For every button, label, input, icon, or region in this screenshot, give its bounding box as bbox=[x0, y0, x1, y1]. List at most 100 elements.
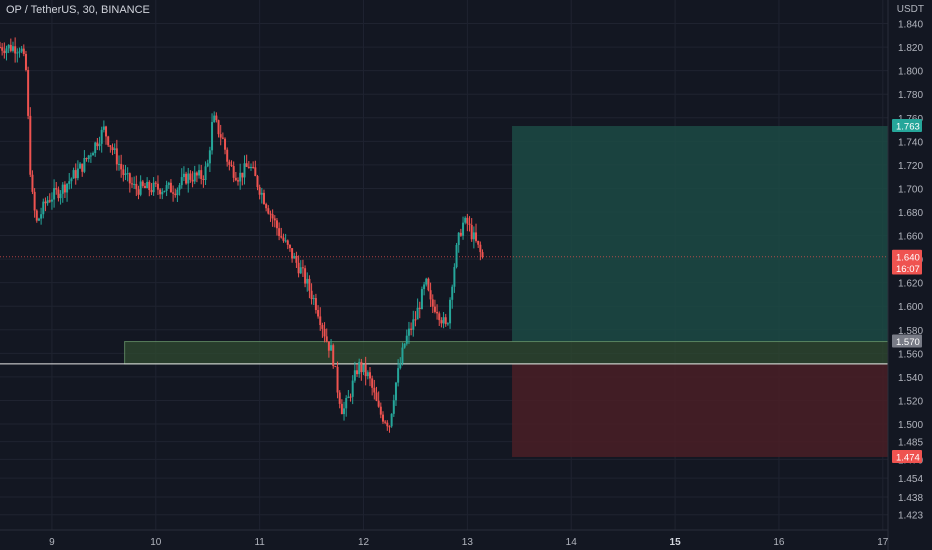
candle-body bbox=[193, 172, 196, 182]
candle-body bbox=[187, 173, 190, 184]
candle-body bbox=[390, 413, 393, 427]
candle-body bbox=[442, 317, 445, 324]
candle-body bbox=[92, 153, 95, 156]
candle-body bbox=[388, 426, 391, 428]
candle-body bbox=[228, 161, 231, 165]
candle-body bbox=[403, 343, 406, 348]
candle-body bbox=[16, 52, 19, 54]
candle-body bbox=[319, 316, 322, 326]
price-badge bbox=[892, 261, 922, 275]
candle-body bbox=[392, 400, 395, 414]
candle-body bbox=[254, 167, 257, 177]
candle-body bbox=[14, 46, 17, 54]
y-tick-label: 1.840 bbox=[898, 20, 923, 31]
candle-body bbox=[42, 201, 45, 215]
candle-body bbox=[438, 313, 441, 321]
currency-label: USDT bbox=[896, 4, 924, 15]
x-tick-label: 16 bbox=[773, 537, 785, 548]
x-tick-label: 9 bbox=[49, 537, 55, 548]
candle-body bbox=[405, 335, 408, 344]
candle-body bbox=[20, 48, 23, 52]
candle-body bbox=[267, 208, 270, 214]
candle-body bbox=[252, 166, 255, 168]
candle-body bbox=[291, 248, 294, 259]
candle-body bbox=[410, 328, 413, 330]
candle-body bbox=[53, 188, 56, 200]
candle-body bbox=[72, 170, 75, 179]
candle-body bbox=[46, 200, 49, 204]
candle-body bbox=[247, 166, 250, 169]
candle-body bbox=[429, 290, 432, 300]
price-badge-label: 1.570 bbox=[896, 337, 920, 348]
candle-body bbox=[211, 122, 214, 151]
candle-body bbox=[260, 192, 263, 195]
symbol-title: OP / TetherUS, 30, BINANCE bbox=[6, 4, 150, 16]
candle-body bbox=[94, 142, 97, 154]
target-zone bbox=[512, 126, 888, 342]
candle-body bbox=[100, 129, 103, 144]
candle-body bbox=[464, 217, 467, 223]
candle-body bbox=[122, 169, 125, 175]
candle-body bbox=[332, 345, 335, 367]
y-tick-label: 1.438 bbox=[898, 493, 923, 504]
candle-body bbox=[224, 138, 227, 150]
y-tick-label: 1.580 bbox=[898, 326, 923, 337]
support-zone bbox=[124, 341, 889, 365]
candle-body bbox=[111, 147, 114, 151]
candle-body bbox=[373, 387, 376, 393]
candle-body bbox=[420, 289, 423, 309]
candle-body bbox=[141, 181, 144, 186]
y-tick-label: 1.800 bbox=[898, 67, 923, 78]
candle-body bbox=[7, 44, 10, 49]
candle-body bbox=[295, 255, 298, 263]
x-tick-label: 12 bbox=[358, 537, 370, 548]
candle-body bbox=[455, 244, 458, 268]
stop-zone bbox=[512, 363, 888, 457]
candle-body bbox=[243, 163, 246, 178]
candle-body bbox=[301, 267, 304, 269]
candle-body bbox=[449, 299, 452, 324]
candle-body bbox=[273, 218, 276, 221]
candle-body bbox=[375, 392, 378, 401]
candle-body bbox=[230, 164, 233, 167]
candle-body bbox=[83, 158, 86, 172]
candle-body bbox=[262, 192, 265, 205]
candle-body bbox=[436, 311, 439, 314]
candle-body bbox=[217, 120, 220, 135]
candle-body bbox=[275, 220, 278, 229]
candle-body bbox=[174, 193, 177, 196]
y-tick-label: 1.485 bbox=[898, 438, 923, 449]
candle-body bbox=[232, 166, 235, 178]
x-tick-label: 15 bbox=[670, 537, 682, 548]
x-tick-label: 11 bbox=[254, 537, 265, 548]
candle-body bbox=[68, 181, 71, 184]
candle-body bbox=[135, 183, 138, 190]
candle-body bbox=[133, 183, 136, 185]
candle-body bbox=[61, 184, 64, 194]
candle-body bbox=[356, 370, 359, 375]
candle-body bbox=[237, 180, 240, 182]
candle-body bbox=[470, 224, 473, 240]
candle-body bbox=[451, 286, 454, 300]
x-tick-label: 13 bbox=[462, 537, 474, 548]
candle-body bbox=[280, 236, 283, 238]
candle-body bbox=[479, 244, 482, 253]
candle-body bbox=[427, 278, 430, 291]
candle-body bbox=[33, 191, 36, 211]
candle-body bbox=[371, 378, 374, 388]
y-tick-label: 1.500 bbox=[898, 420, 923, 431]
candle-body bbox=[288, 244, 291, 249]
candle-body bbox=[198, 170, 201, 176]
candle-body bbox=[321, 325, 324, 329]
candle-body bbox=[239, 172, 242, 182]
candle-body bbox=[98, 143, 101, 147]
y-tick-label: 1.620 bbox=[898, 279, 923, 290]
candle-body bbox=[314, 298, 317, 311]
candle-body bbox=[304, 268, 307, 284]
candle-body bbox=[35, 210, 38, 221]
candle-body bbox=[466, 217, 469, 224]
candle-body bbox=[5, 48, 8, 54]
candle-body bbox=[130, 183, 133, 185]
